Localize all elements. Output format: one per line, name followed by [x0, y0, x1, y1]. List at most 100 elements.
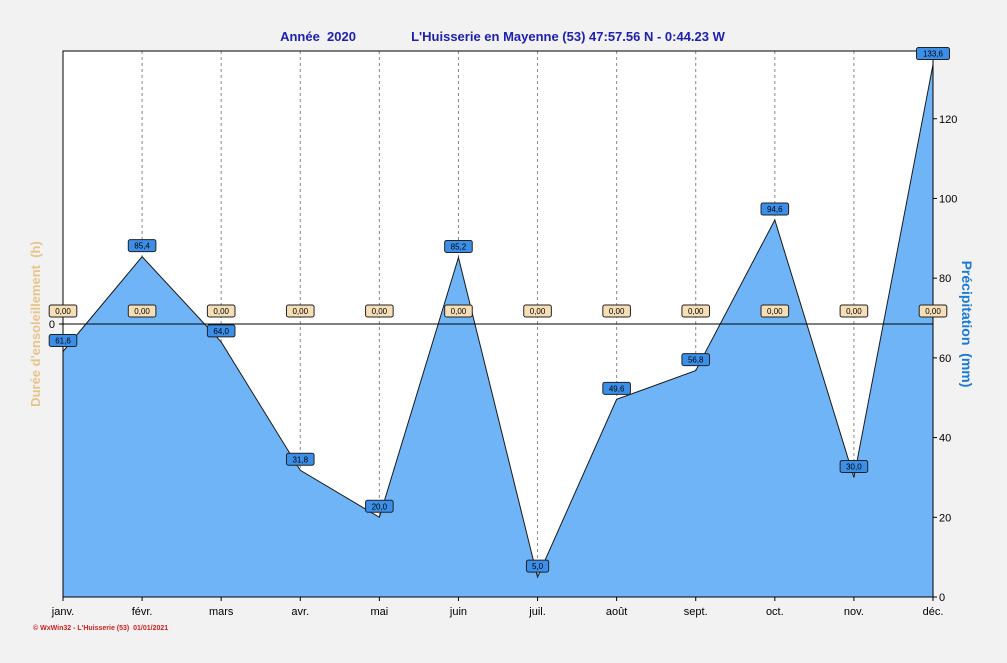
sun-label-2-group: 0,00	[206, 304, 236, 318]
x-tick-label-10: nov.	[844, 606, 864, 618]
rain-label-5: 85,2	[451, 242, 467, 251]
sun-label-6: 0,00	[530, 307, 546, 316]
rain-label-1-group: 85,4	[127, 239, 157, 253]
rain-label-6: 5,0	[532, 562, 544, 571]
rain-label-4-box	[365, 499, 394, 513]
x-tick-label-1: févr.	[132, 606, 153, 618]
x-tick-label-6: juil.	[528, 606, 546, 618]
rain-label-0: 61,6	[55, 336, 71, 345]
rain-label-1-box	[127, 239, 157, 253]
rain-label-3-box	[285, 452, 315, 466]
sun-label-3: 0,00	[292, 307, 308, 316]
rain-label-3-group: 31,8	[285, 452, 315, 466]
footer-credit: © WxWin32 - L'Huisserie (53) 01/01/2021	[33, 624, 168, 632]
rain-label-0-group: 61,6	[48, 333, 78, 347]
sun-label-11-box	[918, 304, 948, 318]
sun-label-3-group: 0,00	[285, 304, 315, 318]
x-tick-label-8: sept.	[684, 606, 708, 618]
rain-label-7: 49,6	[609, 384, 625, 393]
rain-label-10-group: 30,0	[839, 459, 869, 473]
rain-label-8-box	[681, 353, 711, 367]
sun-label-5: 0,00	[451, 307, 467, 316]
rain-label-5-box	[444, 239, 473, 253]
sun-label-7-group: 0,00	[602, 304, 631, 318]
right-tick-label-1: 20	[939, 512, 951, 524]
right-tick-label-3: 60	[939, 353, 951, 365]
rain-label-2: 64,0	[213, 327, 229, 336]
sun-label-5-group: 0,00	[444, 304, 473, 318]
rain-label-7-group: 49,6	[602, 381, 631, 395]
x-tick-label-3: avr.	[291, 606, 309, 618]
sun-label-11: 0,00	[925, 307, 941, 316]
right-tick-label-6: 120	[939, 114, 957, 126]
rain-label-8: 56,8	[688, 356, 704, 365]
rain-label-11: 133,6	[923, 50, 944, 59]
right-tick-label-0: 0	[939, 592, 945, 604]
left-axis-label: Durée d'ensoleillement (h)	[28, 241, 43, 407]
x-tick-label-11: déc.	[923, 606, 944, 618]
sun-label-6-box	[523, 304, 552, 318]
sun-label-0-box	[48, 304, 78, 318]
x-tick-label-4: mai	[370, 606, 388, 618]
sun-label-0-group: 0,00	[48, 304, 78, 318]
sun-label-2-box	[206, 304, 236, 318]
rain-label-5-group: 85,2	[444, 239, 473, 253]
x-tick-label-2: mars	[209, 606, 234, 618]
sun-label-8-box	[681, 304, 711, 318]
data-labels: 61,6 85,4 64,0 31,8 20,0 85,2 5,0 49,6 56,8 94,6 3…	[48, 47, 950, 573]
sun-label-9-box	[760, 304, 790, 318]
rain-label-10: 30,0	[846, 462, 862, 471]
rain-label-11-box	[916, 47, 950, 61]
sun-label-3-box	[285, 304, 315, 318]
x-tick-label-5: juin	[449, 606, 467, 618]
sun-label-9-group: 0,00	[760, 304, 790, 318]
sun-label-4: 0,00	[372, 307, 388, 316]
x-tick-label-9: oct.	[766, 606, 784, 618]
sun-label-4-box	[365, 304, 394, 318]
right-tick-label-4: 80	[939, 273, 951, 285]
x-tick-label-0: janv.	[51, 606, 74, 618]
rain-label-9: 94,6	[767, 205, 783, 214]
rain-label-7-box	[602, 381, 631, 395]
sun-label-4-group: 0,00	[365, 304, 394, 318]
sun-label-8-group: 0,00	[681, 304, 711, 318]
sun-label-10-group: 0,00	[839, 304, 869, 318]
sun-label-11-group: 0,00	[918, 304, 948, 318]
rain-label-9-group: 94,6	[760, 202, 790, 216]
rain-label-9-box	[760, 202, 790, 216]
sun-label-2: 0,00	[213, 307, 229, 316]
rain-label-4: 20,0	[372, 502, 388, 511]
sun-label-7-box	[602, 304, 631, 318]
sun-label-6-group: 0,00	[523, 304, 552, 318]
sun-label-0: 0,00	[55, 307, 71, 316]
chart-title-year: Année 2020	[280, 29, 356, 44]
sun-label-10-box	[839, 304, 869, 318]
rain-label-1: 85,4	[134, 242, 150, 251]
rain-label-8-group: 56,8	[681, 353, 711, 367]
rain-label-6-group: 5,0	[525, 559, 550, 573]
x-tick-label-7: août	[606, 606, 627, 618]
sun-label-1-group: 0,00	[127, 304, 157, 318]
rain-label-2-box	[206, 324, 236, 338]
rain-label-4-group: 20,0	[365, 499, 394, 513]
axis-ticks: janv. févr. mars avr. mai juin juil. août sept. o…	[49, 114, 957, 618]
sun-label-1: 0,00	[134, 307, 150, 316]
rain-label-11-group: 133,6	[916, 47, 950, 61]
right-tick-label-5: 100	[939, 193, 957, 205]
chart-title-station: L'Huisserie en Mayenne (53) 47:57.56 N -…	[411, 29, 726, 44]
sun-label-5-box	[444, 304, 473, 318]
sun-label-1-box	[127, 304, 157, 318]
sun-label-7: 0,00	[609, 307, 625, 316]
rain-label-3: 31,8	[292, 455, 308, 464]
sun-label-10: 0,00	[846, 307, 862, 316]
rain-label-2-group: 64,0	[206, 324, 236, 338]
left-tick-label-0: 0	[49, 319, 55, 331]
rain-label-10-box	[839, 459, 869, 473]
rain-label-6-box	[525, 559, 550, 573]
right-axis-label: Précipitation (mm)	[959, 261, 975, 388]
sun-label-8: 0,00	[688, 307, 704, 316]
right-tick-label-2: 40	[939, 433, 951, 445]
sun-label-9: 0,00	[767, 307, 783, 316]
